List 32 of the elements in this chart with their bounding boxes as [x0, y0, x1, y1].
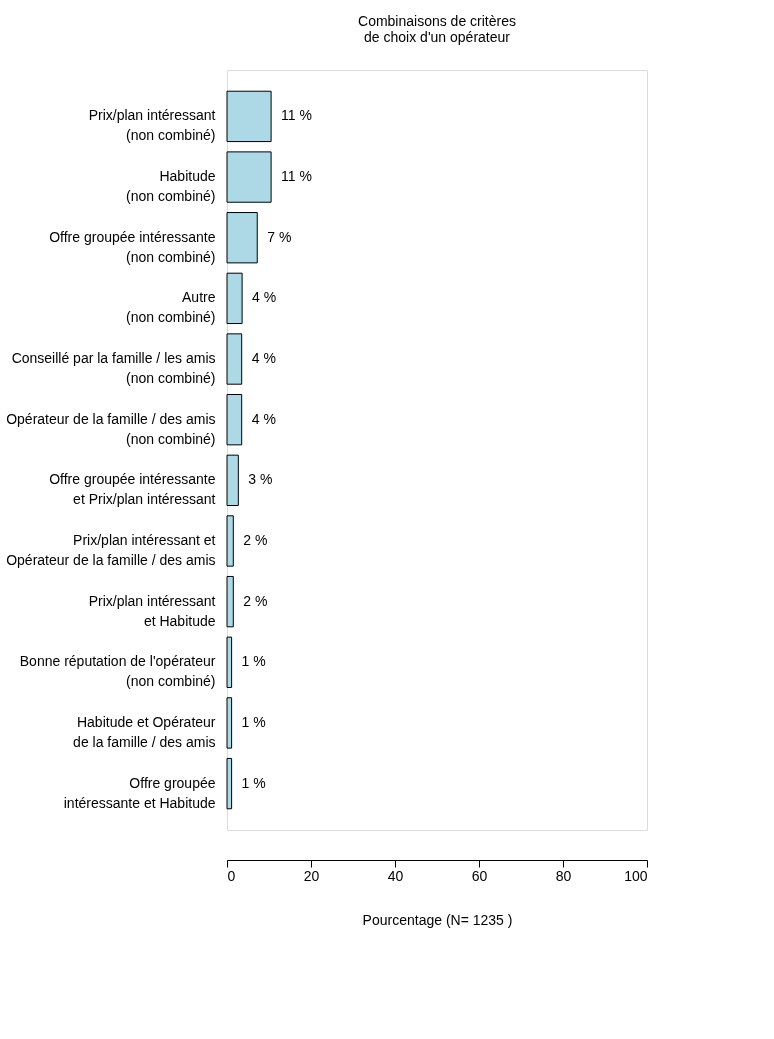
y-tick-label: Opérateur de la famille / des amis (non combiné)	[6, 410, 216, 447]
y-tick-label: Autre (non combiné)	[126, 289, 216, 326]
x-tick-label: 0	[227, 867, 236, 884]
data-label: 11 %	[281, 107, 312, 124]
data-label: 1 %	[241, 713, 266, 730]
y-tick-label: Offre groupée intéressante (non combiné)	[49, 228, 216, 265]
data-label: 4 %	[251, 350, 276, 367]
data-label: 7 %	[267, 228, 292, 245]
x-tick-label: 40	[387, 867, 404, 884]
y-tick-label: Habitude (non combiné)	[126, 168, 216, 205]
chart-title: Combinaisons de critères de choix d'un opérateur	[358, 13, 516, 45]
data-label: 2 %	[243, 592, 268, 609]
x-tick-label: 80	[555, 867, 572, 884]
x-tick-label: 20	[303, 867, 320, 884]
y-tick-label: Offre groupée intéressante et Habitude	[63, 774, 216, 811]
y-tick-label: Offre groupée intéressante et Prix/plan intéressant	[49, 471, 216, 508]
x-axis-title: Pourcentage (N= 1235 )	[362, 911, 513, 928]
x-tick-label: 100	[624, 867, 648, 884]
data-label: 11 %	[281, 168, 312, 185]
data-label: 4 %	[251, 410, 276, 427]
data-label: 1 %	[241, 774, 266, 791]
y-tick-label: Habitude et Opérateur de la famille / des amis	[73, 713, 216, 750]
data-label: 4 %	[252, 289, 277, 306]
y-tick-label: Prix/plan intéressant (non combiné)	[88, 107, 216, 144]
y-tick-label: Prix/plan intéressant et Opérateur de la famille / des amis	[6, 531, 216, 568]
y-tick-label: Prix/plan intéressant et Habitude	[88, 592, 216, 629]
y-tick-label: Bonne réputation de l'opérateur (non combiné)	[19, 653, 216, 690]
data-label: 3 %	[248, 471, 273, 488]
y-tick-label: Conseillé par la famille / les amis (non combiné)	[11, 350, 216, 387]
data-label: 1 %	[241, 653, 266, 670]
data-label: 2 %	[243, 531, 268, 548]
x-tick-label: 60	[471, 867, 488, 884]
